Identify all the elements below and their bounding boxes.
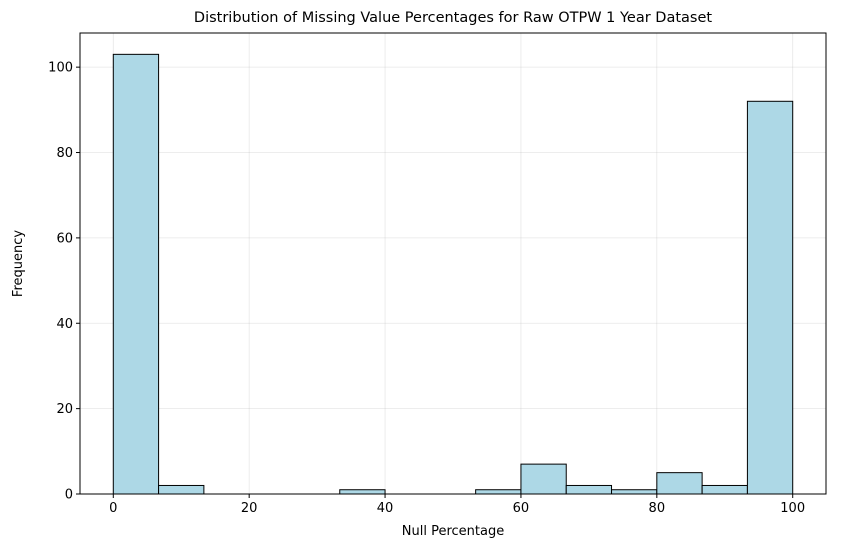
histogram-bar (520, 463, 567, 495)
histogram-bar (112, 53, 160, 495)
x-axis-label: Null Percentage (402, 524, 504, 539)
y-tick-label: 40 (56, 317, 73, 332)
histogram-bar (701, 484, 748, 495)
histogram-bar (339, 489, 386, 495)
y-tick-label: 80 (56, 146, 73, 161)
histogram-bars (112, 53, 794, 495)
y-tick-label: 60 (56, 231, 73, 246)
histogram-bar (746, 100, 794, 495)
x-tick-label: 60 (513, 501, 530, 516)
histogram-bar (475, 489, 522, 495)
x-axis-ticks: 0 20 40 60 80 100 (109, 494, 805, 516)
x-tick-label: 20 (241, 501, 258, 516)
y-tick-label: 0 (65, 488, 73, 503)
y-axis-ticks: 0 20 40 60 80 100 (48, 61, 80, 503)
y-tick-label: 100 (48, 61, 73, 76)
x-tick-label: 80 (649, 501, 666, 516)
x-tick-label: 40 (377, 501, 394, 516)
x-tick-label: 100 (780, 501, 805, 516)
grid-lines (80, 33, 826, 495)
histogram-bar (611, 489, 658, 495)
plot-area-frame (79, 32, 827, 495)
y-axis-label: Frequency (11, 230, 26, 297)
y-tick-label: 20 (56, 402, 73, 417)
histogram-bar (565, 484, 613, 495)
chart-title: Distribution of Missing Value Percentage… (194, 10, 712, 26)
x-tick-label: 0 (109, 501, 117, 516)
histogram-bar (656, 472, 703, 495)
histogram-bar (158, 484, 205, 495)
